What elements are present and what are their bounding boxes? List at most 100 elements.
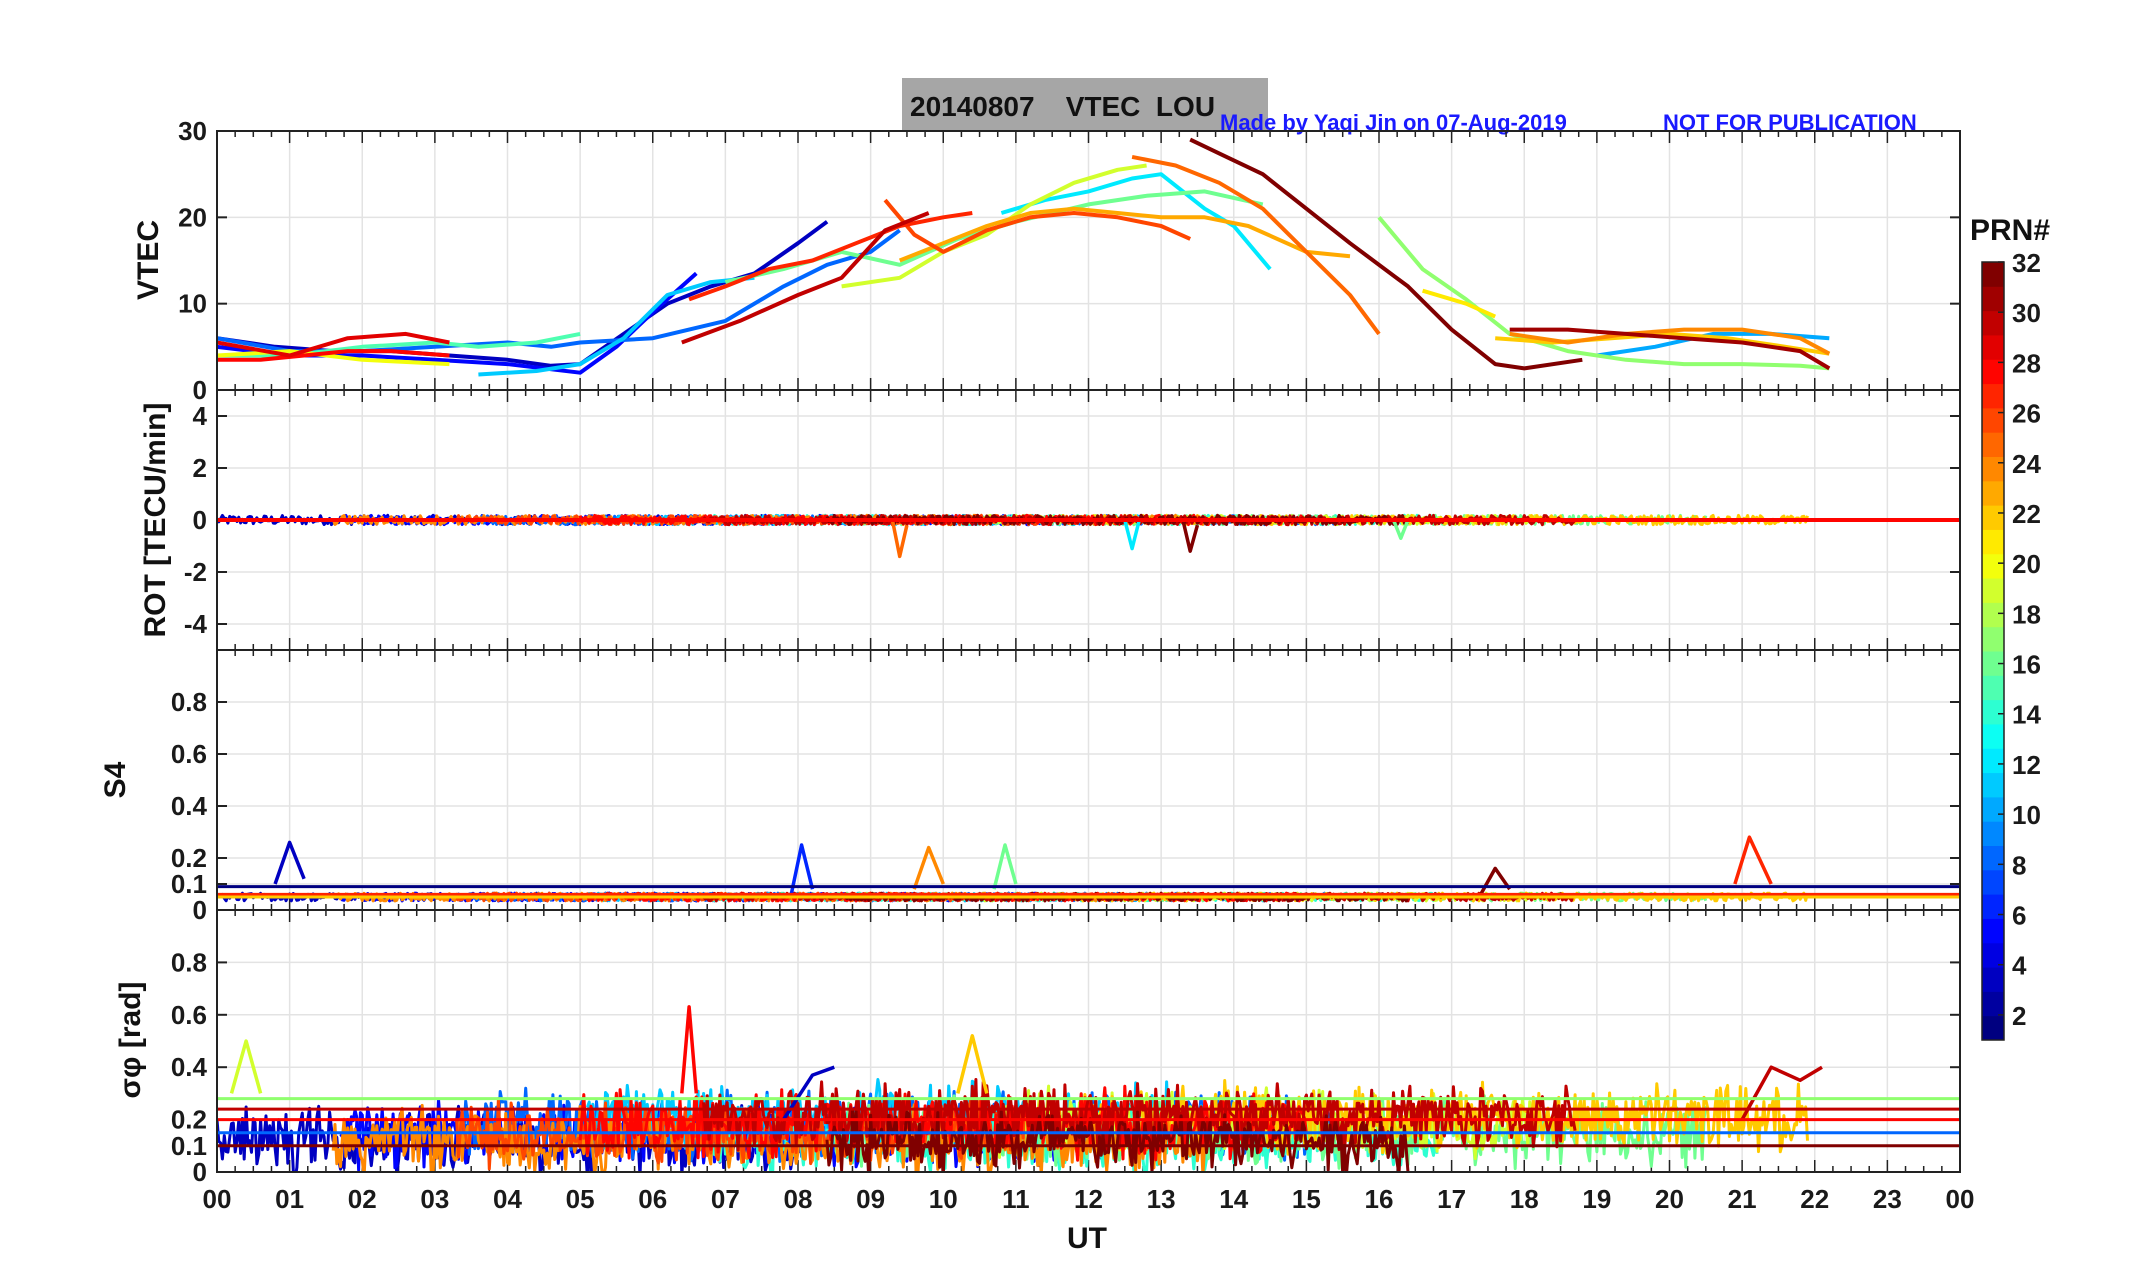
x-tick-label: 07	[711, 1184, 740, 1214]
vtec-series-prn-21	[1422, 288, 1497, 319]
x-tick-label: 20	[1655, 1184, 1684, 1214]
spike-prn-25	[890, 519, 909, 559]
colorbar-tick-label: 24	[2012, 449, 2041, 479]
colorbar-swatch	[1982, 286, 2004, 312]
y-tick-label: 0.4	[171, 791, 208, 821]
x-tick-label: 08	[784, 1184, 813, 1214]
vtec-series-prn-31	[1509, 327, 1831, 371]
vtec-series-prn-32	[1189, 137, 1583, 371]
y-tick-label: 4	[193, 401, 208, 431]
spike-prn-3	[782, 1065, 835, 1121]
vtec-series-prn-26	[883, 198, 1192, 254]
y-tick-label: 0.2	[171, 843, 207, 873]
colorbar-swatch	[1982, 578, 2004, 603]
x-tick-label: 09	[856, 1184, 885, 1214]
x-axis-label: UT	[1067, 1222, 1107, 1255]
colorbar-swatch	[1982, 432, 2004, 457]
colorbar-swatch	[1982, 553, 2004, 579]
spike-prn-27	[1733, 835, 1773, 885]
colorbar-tick-label: 28	[2012, 348, 2041, 378]
colorbar-swatch	[1982, 626, 2004, 652]
spike-prn-3	[273, 840, 306, 885]
spike-prn-6	[788, 843, 815, 898]
y-tick-label: -2	[184, 557, 207, 587]
y-axis-label-2: ROT [TECU/min]	[139, 403, 172, 638]
y-tick-label: 0	[193, 895, 207, 925]
colorbar-tick-label: 16	[2012, 650, 2041, 680]
colorbar-tick-label: 20	[2012, 549, 2041, 579]
trace-prn-32	[825, 1107, 1410, 1172]
colorbar-swatch	[1982, 796, 2004, 822]
x-tick-label: 16	[1365, 1184, 1394, 1214]
x-tick-label: 17	[1437, 1184, 1466, 1214]
chart-title: 20140807 VTEC LOU	[910, 91, 1215, 122]
colorbar-swatch	[1982, 1015, 2004, 1041]
colorbar-swatch	[1982, 918, 2004, 944]
y-tick-label: 30	[178, 116, 207, 146]
colorbar-swatch	[1982, 651, 2004, 676]
colorbar-swatch	[1982, 383, 2004, 409]
x-tick-label: 19	[1582, 1184, 1611, 1214]
y-tick-label: 0	[193, 1157, 207, 1187]
vtec-series-prn-19	[841, 163, 1147, 289]
y-axis-label-1: VTEC	[132, 220, 165, 300]
colorbar-swatch	[1982, 675, 2004, 701]
y-axis-label-3: S4	[99, 761, 132, 798]
colorbar-tick-label: 12	[2012, 750, 2041, 780]
x-tick-label: 23	[1873, 1184, 1902, 1214]
y-tick-label: 2	[193, 453, 207, 483]
spike-prn-16	[992, 843, 1018, 890]
spike-prn-28	[680, 1005, 699, 1094]
y-tick-label: 0.4	[171, 1052, 208, 1082]
panel-1: 0 10 20 30 VTEC	[132, 116, 1961, 405]
x-tick-label: 00	[1946, 1184, 1975, 1214]
panel-4: 00.10.2 0.4 0.6 0.8 σφ [rad]	[114, 909, 1961, 1187]
y-tick-label: 0.1	[171, 869, 207, 899]
title-banner	[902, 78, 1268, 131]
y-tick-label: 0	[193, 375, 207, 405]
y-tick-label: -4	[184, 609, 208, 639]
colorbar-swatch	[1982, 602, 2004, 628]
panel-2: -4 -2 0 2 4 ROT [TECU/min]	[139, 389, 1961, 651]
colorbar-swatch	[1982, 407, 2004, 433]
colorbar-tick-label: 26	[2012, 399, 2041, 429]
vtec-series-prn-29	[217, 331, 450, 358]
x-tick-label: 14	[1219, 1184, 1248, 1214]
data-layer	[217, 835, 1960, 903]
colorbar-swatch	[1982, 869, 2004, 895]
y-tick-label: 0	[193, 505, 207, 535]
vtec-series-prn-27	[688, 211, 973, 302]
colorbar-swatch	[1982, 845, 2004, 871]
vtec-series-prn-24	[1509, 327, 1831, 356]
colorbar-tick-label: 22	[2012, 499, 2041, 529]
x-tick-label: 10	[929, 1184, 958, 1214]
colorbar-swatch	[1982, 334, 2004, 360]
colorbar-swatch	[1982, 359, 2004, 385]
vtec-series-prn-20	[217, 349, 450, 367]
colorbar-swatch	[1982, 772, 2004, 798]
colorbar-swatch	[1982, 480, 2004, 506]
colorbar-label: PRN#	[1970, 214, 2050, 247]
data-layer	[217, 137, 1831, 377]
colorbar-tick-label: 4	[2012, 951, 2027, 981]
x-tick-label: 04	[493, 1184, 522, 1214]
colorbar-tick-label: 32	[2012, 248, 2041, 278]
y-tick-label: 10	[178, 289, 207, 319]
x-tick-label: 11	[1002, 1184, 1030, 1214]
spike-prn-24	[912, 845, 945, 890]
colorbar-tick-label: 8	[2012, 850, 2026, 880]
colorbar-swatch	[1982, 699, 2004, 725]
x-tick-label: 00	[203, 1184, 232, 1214]
colorbar-tick-label: 18	[2012, 599, 2041, 629]
spike-prn-30	[1740, 1065, 1823, 1121]
x-tick-label: 12	[1074, 1184, 1103, 1214]
colorbar-swatch	[1982, 505, 2004, 530]
y-tick-label: 0.8	[171, 687, 207, 717]
axes-box	[216, 909, 1961, 1173]
colorbar-tick-label: 10	[2012, 800, 2041, 830]
panel-3: 00.10.2 0.4 0.6 0.8 S4	[99, 649, 1961, 925]
x-tick-label: 02	[348, 1184, 377, 1214]
colorbar-swatch	[1982, 967, 2004, 992]
